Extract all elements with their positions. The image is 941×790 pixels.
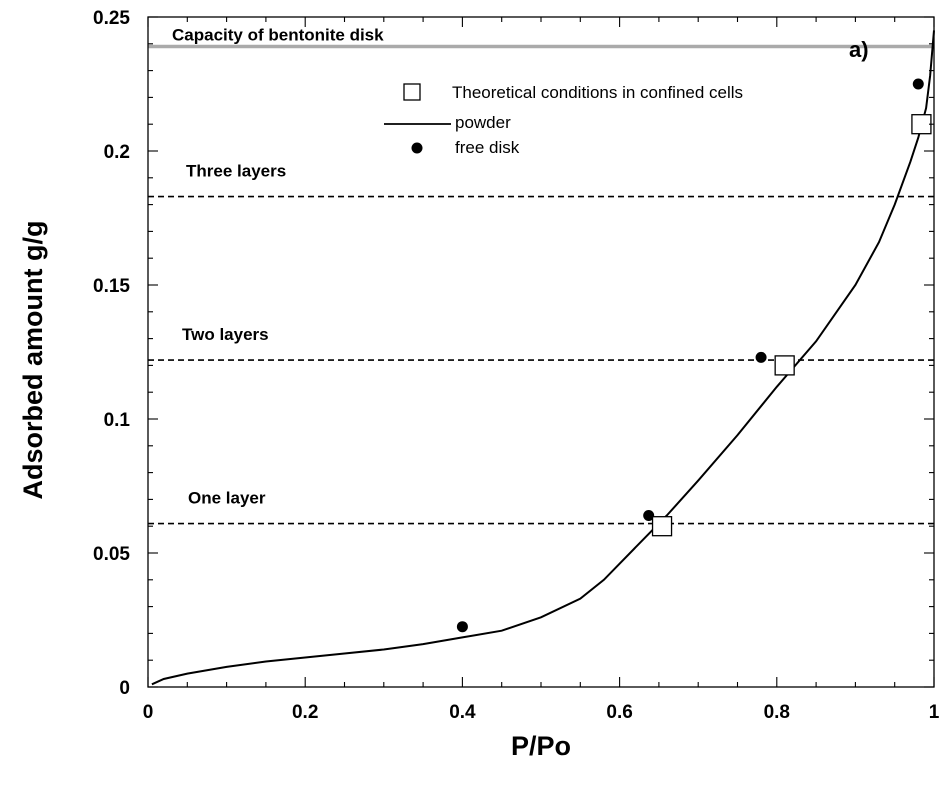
reference-lines: Capacity of bentonite disk Three layers Tw…: [148, 25, 934, 525]
y-tick-label: 0.25: [93, 8, 130, 29]
ref-label-one-layer: One layer: [188, 489, 266, 508]
x-tick-label: 0.4: [449, 702, 476, 723]
y-tick-label: 0.15: [93, 276, 130, 297]
x-tick-label: 0.6: [606, 702, 632, 723]
series-line-powder: [151, 30, 935, 686]
legend-label-powder: powder: [455, 113, 511, 132]
confined-cell-point: [651, 516, 673, 537]
legend-marker-confined-cells: [403, 83, 421, 101]
y-tick-label: 0.2: [104, 142, 130, 163]
y-tick-label: 0: [119, 678, 130, 699]
y-axis-title: Adsorbed amount g/g: [18, 221, 48, 500]
ref-label-two-layers: Two layers: [182, 325, 269, 344]
x-axis-title: P/Po: [511, 731, 571, 761]
confined-cell-point: [911, 114, 932, 135]
free-disk-point: [755, 351, 767, 363]
x-tick-label: 0.8: [764, 702, 790, 723]
x-tick-label: 1: [929, 702, 940, 723]
y-tick-label: 0.1: [104, 410, 131, 431]
legend-label-confined-cells: Theoretical conditions in confined cells: [452, 83, 743, 102]
panel-label: a): [849, 37, 869, 62]
legend: Theoretical conditions in confined cells…: [384, 83, 743, 157]
axis-ticks: 0 0.2 0.4 0.6 0.8 1 0 0.05 0.1 0.15 0.2 0.25: [93, 8, 940, 723]
legend-marker-free-disk: [411, 142, 423, 154]
ref-label-three-layers: Three layers: [186, 162, 286, 181]
x-tick-label: 0.2: [292, 702, 318, 723]
free-disk-point: [456, 621, 468, 633]
legend-label-free-disk: free disk: [455, 138, 520, 157]
plot-frame: [147, 16, 935, 688]
free-disk-point: [643, 509, 655, 521]
data-series: [151, 30, 935, 686]
ref-label-capacity-of-bentonite-disk: Capacity of bentonite disk: [172, 25, 384, 44]
y-tick-label: 0.05: [93, 544, 130, 565]
free-disk-point: [912, 78, 924, 90]
confined-cell-point: [774, 355, 795, 376]
x-tick-label: 0: [143, 702, 154, 723]
